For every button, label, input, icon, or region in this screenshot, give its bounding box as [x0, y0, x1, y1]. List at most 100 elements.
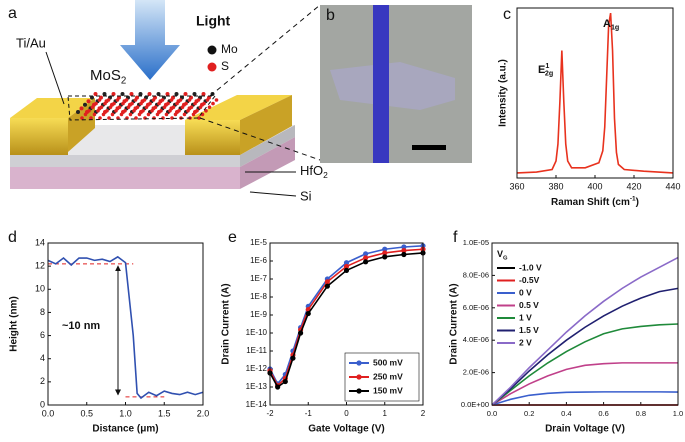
y-tick-label: 10	[35, 284, 45, 294]
x-tick-label: 0.6	[598, 409, 608, 418]
atom	[83, 102, 87, 107]
atom	[129, 92, 134, 96]
atom	[94, 101, 98, 106]
data-point	[343, 263, 350, 270]
atom	[144, 105, 149, 109]
x-tick-label: 360	[509, 181, 524, 191]
plot-frame	[47, 242, 204, 406]
atom	[157, 101, 161, 106]
atom	[196, 98, 201, 102]
atom	[147, 92, 152, 96]
text-main: A	[603, 18, 611, 30]
atom	[112, 101, 116, 106]
atom	[189, 105, 194, 109]
electrode	[185, 95, 292, 120]
atom	[166, 101, 170, 106]
plot-frame	[491, 242, 679, 406]
atom	[119, 112, 124, 117]
y-tick-label: 1E-13	[246, 382, 268, 391]
y-tick-label: 8.0E-06	[463, 270, 489, 279]
micrograph	[320, 5, 472, 163]
text-sub: 2	[121, 75, 126, 86]
x-tick-label: -2	[266, 409, 274, 418]
atom	[193, 101, 197, 106]
legend-label: 250 mV	[373, 371, 403, 381]
data-point	[401, 247, 407, 254]
data-point	[324, 283, 330, 289]
data-point	[275, 384, 281, 390]
legend-label: 500 mV	[373, 357, 403, 367]
mos2-lattice	[76, 92, 219, 120]
atom	[195, 109, 199, 113]
y-tick-label: 0.0E+00	[461, 400, 489, 409]
atom	[153, 105, 158, 109]
data-point	[401, 251, 407, 258]
atom	[101, 112, 106, 117]
data-point	[382, 246, 388, 252]
atom	[162, 105, 167, 109]
atom	[117, 105, 122, 109]
atom	[111, 92, 116, 96]
x-tick-label: 0.0	[487, 409, 497, 418]
text-main: Raman Shift (cm	[551, 197, 630, 208]
x-tick-label: 400	[587, 181, 602, 191]
y-tick-label: 6.0E-06	[463, 303, 489, 312]
y-tick-label: 1E-10	[246, 328, 268, 337]
y-tick-label: 1E-14	[246, 400, 268, 409]
scale-bar	[412, 145, 446, 150]
x-tick-label: 380	[548, 181, 563, 191]
text-main: MoS	[90, 67, 121, 84]
zoom-box	[67, 95, 217, 121]
data-point	[401, 244, 407, 250]
data-line	[491, 287, 679, 406]
x-axis-label: Distance (μm)	[92, 424, 158, 435]
atom	[171, 105, 176, 109]
data-point	[305, 310, 311, 317]
atom	[121, 101, 125, 106]
atom	[126, 105, 131, 109]
text-main: HfO	[300, 163, 323, 178]
atom	[76, 110, 80, 114]
legend-label: 150 mV	[373, 385, 403, 395]
atom	[204, 109, 208, 113]
text-main: V	[497, 249, 503, 259]
x-tick-label: 0.2	[524, 409, 534, 418]
data-line	[491, 391, 679, 406]
y-tick-label: 1E-7	[250, 274, 267, 283]
atom	[205, 98, 210, 102]
x-axis-label: Drain Voltage (V)	[545, 424, 625, 435]
text-sub: 2	[323, 170, 328, 180]
atom	[92, 112, 97, 117]
x-tick-label: 2.0	[197, 408, 210, 418]
atom	[151, 98, 156, 102]
atom	[175, 101, 179, 106]
legend-label: 0 V	[519, 287, 532, 297]
legend-label: -0.5V	[519, 275, 540, 285]
atom	[202, 101, 206, 106]
x-tick-label: 0	[344, 409, 349, 418]
atom	[192, 92, 197, 96]
atom	[177, 109, 181, 113]
atom	[110, 112, 115, 117]
text-sub: G	[503, 255, 508, 261]
atom	[201, 92, 206, 96]
y-tick-label: 2.0E-06	[463, 368, 489, 377]
atom	[180, 105, 185, 109]
data-point	[363, 251, 369, 257]
atom	[114, 109, 118, 113]
y-tick-label: 12	[35, 261, 45, 271]
atom	[123, 109, 127, 113]
atom	[173, 112, 178, 117]
data-point	[382, 250, 388, 256]
text-sub: 1g	[611, 23, 619, 31]
atom	[96, 109, 100, 113]
legend-label: -1.0 V	[519, 262, 542, 272]
atom	[86, 99, 91, 104]
data-line	[491, 323, 679, 406]
data-point	[343, 260, 350, 266]
legend-label: 1 V	[519, 312, 532, 322]
atom	[98, 116, 102, 120]
legend-label: 1.5 V	[519, 325, 539, 335]
panel-label: d	[8, 229, 17, 246]
